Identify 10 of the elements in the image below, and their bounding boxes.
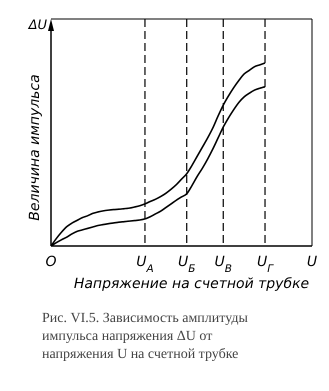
x-tick-label: U$_{В}$	[214, 254, 232, 275]
x-tick-label: O	[45, 254, 57, 270]
x-axis-title: Напряжение на счетной трубке	[74, 276, 310, 292]
x-tick-label: U$_{A}$	[136, 254, 154, 275]
x-tick-label: U$_{Б}$	[178, 254, 196, 275]
text: Рис. VI.5. Зависимость амплитуды импульса напряжения ΔU от напряжения U на счетной трубке	[42, 311, 248, 362]
x-tick-label: U$_{Г}$	[256, 254, 274, 275]
text: ΔU	[28, 18, 48, 33]
y-axis-title: Величина импульса	[27, 74, 43, 221]
x-tick-label: U	[306, 254, 318, 270]
